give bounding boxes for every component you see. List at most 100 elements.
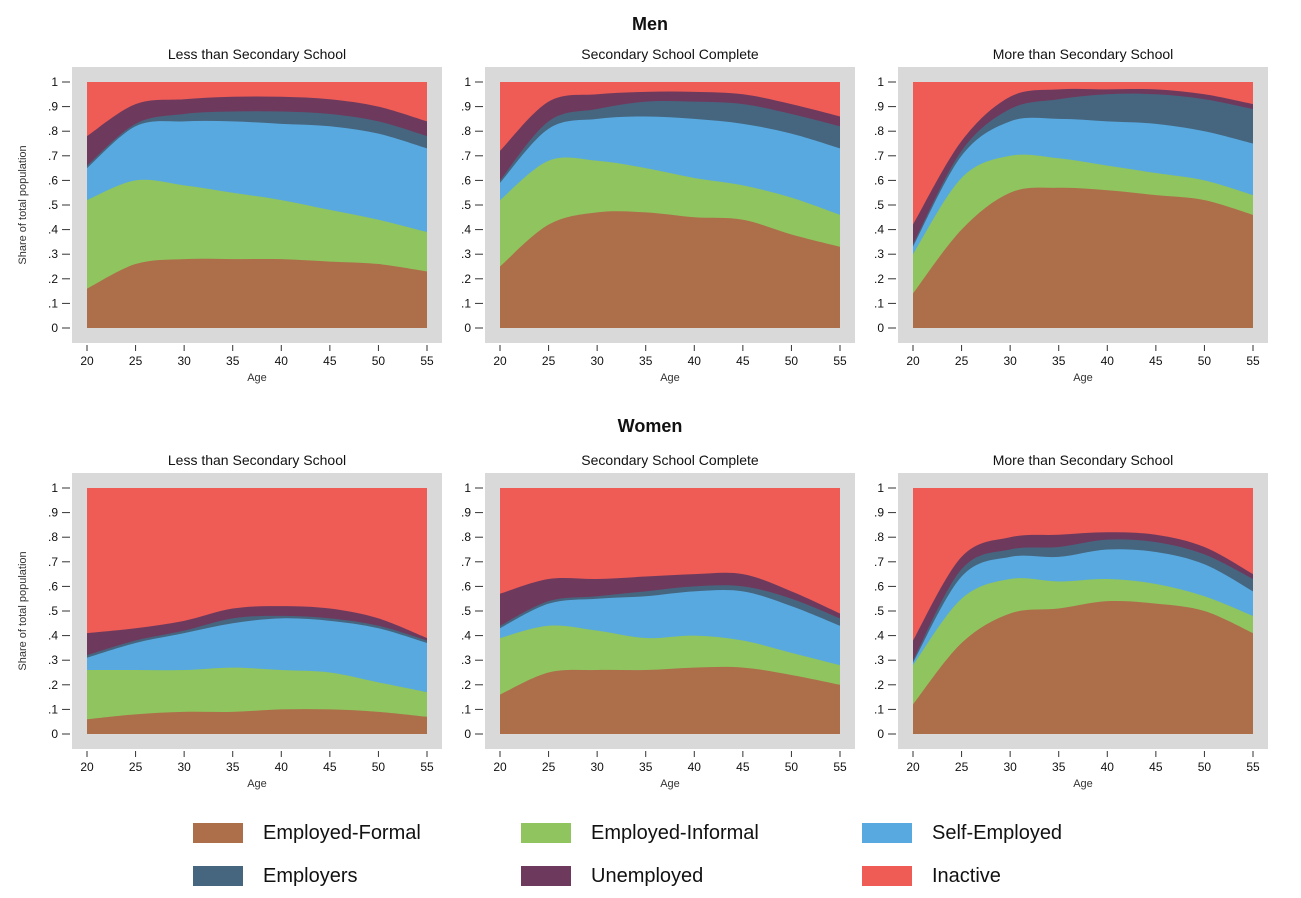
x-tick-label: 50	[1198, 760, 1212, 774]
legend-label: Employed-Informal	[591, 822, 759, 844]
y-tick-label: 0	[877, 321, 884, 335]
x-tick-label: 50	[372, 760, 386, 774]
y-tick-label: 0	[464, 321, 471, 335]
y-tick-label: .6	[461, 173, 471, 187]
y-tick-label: 0	[51, 321, 58, 335]
panel-title: More than Secondary School	[993, 46, 1174, 62]
y-tick-label: .2	[461, 678, 471, 692]
panel-title: More than Secondary School	[993, 452, 1174, 468]
area-employed-formal	[500, 666, 840, 734]
y-tick-label: .4	[874, 223, 884, 237]
panel-men-3: More than Secondary School 0 .1 .2 .3 .4 .5 .6.…	[874, 46, 1268, 384]
x-tick-label: 30	[590, 354, 604, 368]
y-tick-label: 0	[464, 727, 471, 741]
x-tick-label: 25	[129, 760, 143, 774]
y-tick-label: .4	[48, 629, 58, 643]
x-axis-label: Age	[247, 372, 267, 384]
x-tick-label: 45	[1149, 354, 1163, 368]
x-tick-label: 55	[1246, 760, 1260, 774]
x-tick-label: 55	[833, 354, 847, 368]
y-tick-label: .8	[461, 124, 471, 138]
x-tick-label: 40	[1101, 760, 1115, 774]
y-tick-label: 1	[51, 75, 58, 89]
y-tick-label: .4	[874, 629, 884, 643]
x-tick-label: 35	[226, 354, 240, 368]
panel-women-1: Less than Secondary School 0 .1 .2 .3 .4 .5 .6.…	[17, 452, 442, 790]
y-tick-label: 1	[51, 481, 58, 495]
y-tick-label: .8	[48, 530, 58, 544]
x-tick-label: 20	[80, 760, 94, 774]
y-tick-label: .2	[461, 272, 471, 286]
x-axis-label: Age	[660, 372, 680, 384]
legend-swatch	[193, 866, 243, 886]
y-tick-label: .9	[461, 506, 471, 520]
y-tick-label: .5	[48, 604, 58, 618]
x-tick-label: 35	[639, 760, 653, 774]
y-axis-label: Share of total population	[17, 551, 29, 670]
x-tick-label: 55	[833, 760, 847, 774]
x-axis-label: Age	[247, 778, 267, 790]
y-tick-label: .6	[874, 173, 884, 187]
y-tick-label: .5	[48, 198, 58, 212]
y-tick-label: .1	[461, 702, 471, 716]
panel-women-2: Secondary School Complete 0 .1 .2 .3 .4 .5 .6 .7…	[461, 452, 855, 790]
x-tick-label: 50	[785, 354, 799, 368]
area-employed-formal	[87, 258, 427, 328]
y-tick-label: .6	[48, 579, 58, 593]
legend-swatch	[862, 866, 912, 886]
y-tick-label: .2	[48, 678, 58, 692]
x-tick-label: 20	[80, 354, 94, 368]
y-tick-label: 1	[877, 481, 884, 495]
y-tick-label: .5	[461, 604, 471, 618]
y-tick-label: .7	[461, 149, 471, 163]
panel-title: Less than Secondary School	[168, 452, 346, 468]
legend-item: Employed-Formal	[193, 822, 421, 844]
y-axis-label: Share of total population	[17, 145, 29, 264]
area-employed-formal	[913, 600, 1253, 734]
y-tick-label: .7	[874, 149, 884, 163]
x-tick-label: 45	[1149, 760, 1163, 774]
legend-item: Employed-Informal	[521, 822, 759, 844]
x-tick-label: 40	[275, 354, 289, 368]
x-tick-label: 35	[639, 354, 653, 368]
y-tick-label: .4	[461, 223, 471, 237]
panel-title: Less than Secondary School	[168, 46, 346, 62]
x-tick-label: 50	[785, 760, 799, 774]
legend-item: Self-Employed	[862, 822, 1062, 844]
x-tick-label: 50	[372, 354, 386, 368]
y-tick-label: .3	[874, 247, 884, 261]
y-tick-label: .7	[874, 555, 884, 569]
x-tick-label: 50	[1198, 354, 1212, 368]
y-tick-label: .1	[874, 702, 884, 716]
x-tick-label: 30	[177, 760, 191, 774]
area-employed-formal	[913, 187, 1253, 328]
y-tick-label: .5	[874, 604, 884, 618]
x-tick-label: 25	[542, 760, 556, 774]
y-tick-label: 1	[464, 481, 471, 495]
y-tick-label: .1	[461, 296, 471, 310]
x-tick-label: 30	[1003, 760, 1017, 774]
x-tick-label: 20	[906, 354, 920, 368]
y-tick-label: .3	[874, 653, 884, 667]
y-tick-label: .8	[874, 124, 884, 138]
legend-item: Employers	[193, 865, 357, 887]
x-axis-label: Age	[660, 778, 680, 790]
x-tick-label: 55	[420, 760, 434, 774]
x-tick-label: 45	[736, 760, 750, 774]
x-tick-label: 55	[1246, 354, 1260, 368]
y-tick-label: .3	[48, 247, 58, 261]
panel-men-1: Less than Secondary School 0 .1 .2 .3 .4 .5 .6.…	[17, 46, 442, 384]
y-tick-label: .3	[461, 247, 471, 261]
y-tick-label: .7	[48, 555, 58, 569]
panel-women-3: More than Secondary School 0 .1 .2 .3 .4 .5 .6.…	[874, 452, 1268, 790]
x-tick-label: 55	[420, 354, 434, 368]
x-tick-label: 25	[955, 354, 969, 368]
y-tick-label: .7	[461, 555, 471, 569]
legend-swatch	[521, 866, 571, 886]
y-tick-label: .2	[48, 272, 58, 286]
x-axis-label: Age	[1073, 778, 1093, 790]
x-tick-label: 45	[736, 354, 750, 368]
y-tick-label: .9	[874, 100, 884, 114]
y-tick-label: .1	[48, 702, 58, 716]
